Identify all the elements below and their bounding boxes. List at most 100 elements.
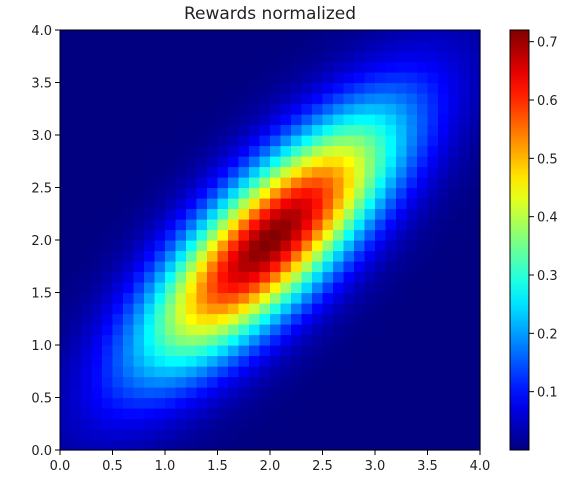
heatmap-cell — [280, 282, 292, 294]
heatmap-cell — [186, 145, 198, 157]
heatmap-cell — [70, 313, 82, 325]
heatmap-cell — [217, 397, 229, 409]
heatmap-cell — [91, 229, 103, 241]
heatmap-cell — [343, 135, 355, 147]
heatmap-cell — [165, 135, 177, 147]
heatmap-cell — [81, 93, 93, 105]
heatmap-cell — [112, 429, 124, 441]
heatmap-cell — [333, 240, 345, 252]
heatmap-cell — [291, 219, 303, 231]
heatmap-cell — [448, 187, 460, 199]
heatmap-cell — [238, 51, 250, 63]
heatmap-cell — [217, 240, 229, 252]
heatmap-cell — [186, 303, 198, 315]
heatmap-cell — [354, 271, 366, 283]
heatmap-cell — [459, 166, 471, 178]
heatmap-cell — [102, 187, 114, 199]
heatmap-cell — [228, 187, 240, 199]
heatmap-cell — [123, 376, 135, 388]
heatmap-cell — [427, 40, 439, 52]
heatmap-cell — [91, 271, 103, 283]
heatmap-cell — [133, 145, 145, 157]
heatmap-cell — [333, 387, 345, 399]
heatmap-cell — [70, 187, 82, 199]
heatmap-cell — [280, 387, 292, 399]
heatmap-cell — [175, 103, 187, 115]
heatmap-cell — [102, 114, 114, 126]
heatmap-cell — [217, 229, 229, 241]
heatmap-cell — [175, 250, 187, 262]
heatmap-cell — [175, 292, 187, 304]
heatmap-cell — [280, 114, 292, 126]
heatmap-cell — [448, 345, 460, 357]
heatmap-cell — [165, 282, 177, 294]
heatmap-cell — [60, 324, 72, 336]
heatmap-cell — [406, 208, 418, 220]
heatmap-cell — [217, 114, 229, 126]
heatmap-cell — [144, 124, 156, 136]
heatmap-cell — [207, 51, 219, 63]
heatmap-cell — [459, 40, 471, 52]
heatmap-cell — [291, 93, 303, 105]
heatmap-cell — [112, 103, 124, 115]
heatmap-cell — [354, 61, 366, 73]
heatmap-cell — [417, 145, 429, 157]
heatmap-cell — [333, 408, 345, 420]
heatmap-cell — [217, 303, 229, 315]
heatmap-cell — [448, 334, 460, 346]
heatmap-cell — [333, 114, 345, 126]
heatmap-cell — [406, 219, 418, 231]
heatmap-cell — [249, 250, 261, 262]
heatmap-cell — [270, 387, 282, 399]
heatmap-cell — [312, 93, 324, 105]
heatmap-cell — [186, 135, 198, 147]
heatmap-cell — [280, 82, 292, 94]
heatmap-cell — [259, 166, 271, 178]
heatmap-cell — [165, 418, 177, 430]
heatmap-cell — [102, 397, 114, 409]
heatmap-cell — [396, 40, 408, 52]
heatmap-cell — [60, 397, 72, 409]
heatmap-cell — [312, 408, 324, 420]
heatmap-cell — [123, 324, 135, 336]
heatmap-cell — [385, 82, 397, 94]
heatmap-cell — [144, 177, 156, 189]
heatmap-cell — [385, 145, 397, 157]
heatmap-cell — [396, 240, 408, 252]
heatmap-cell — [186, 156, 198, 168]
heatmap-cell — [238, 334, 250, 346]
y-tick-label: 3.5 — [31, 77, 52, 92]
heatmap-cell — [207, 387, 219, 399]
heatmap-cell — [112, 61, 124, 73]
heatmap-cell — [280, 166, 292, 178]
heatmap-cell — [406, 282, 418, 294]
heatmap-cell — [448, 103, 460, 115]
heatmap-cell — [144, 93, 156, 105]
heatmap-cell — [165, 345, 177, 357]
heatmap-cell — [123, 429, 135, 441]
heatmap-cell — [165, 114, 177, 126]
heatmap-cell — [81, 439, 93, 451]
heatmap-cell — [123, 240, 135, 252]
heatmap-cell — [175, 282, 187, 294]
heatmap-cell — [364, 135, 376, 147]
heatmap-cell — [291, 187, 303, 199]
heatmap-cell — [417, 418, 429, 430]
heatmap-cell — [91, 208, 103, 220]
heatmap-cell — [354, 135, 366, 147]
heatmap-cell — [249, 82, 261, 94]
heatmap-cell — [207, 303, 219, 315]
heatmap-cell — [123, 40, 135, 52]
heatmap-cell — [364, 240, 376, 252]
heatmap-cell — [364, 40, 376, 52]
heatmap-cell — [112, 219, 124, 231]
heatmap-cell — [406, 261, 418, 273]
heatmap-cell — [354, 82, 366, 94]
heatmap-cell — [448, 82, 460, 94]
heatmap-cell — [375, 156, 387, 168]
heatmap-cell — [375, 250, 387, 262]
heatmap-cell — [102, 82, 114, 94]
heatmap-cell — [165, 271, 177, 283]
heatmap-cell — [291, 355, 303, 367]
heatmap-cell — [354, 93, 366, 105]
